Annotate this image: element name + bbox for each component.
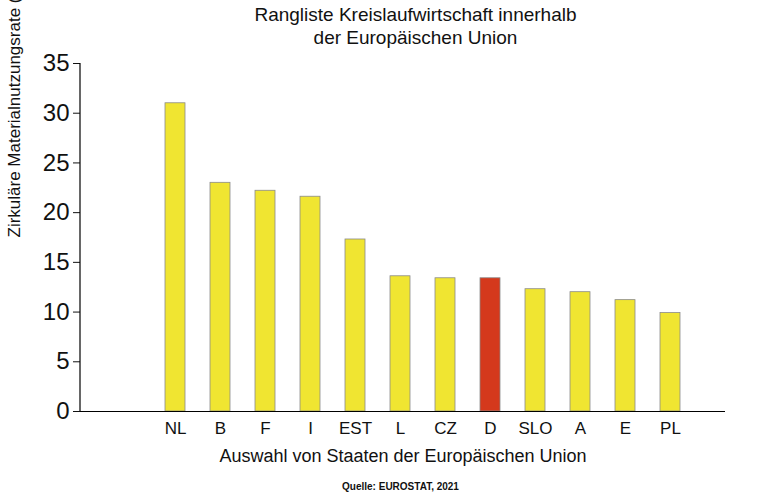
svg-text:A: A: [575, 419, 587, 438]
svg-text:25: 25: [43, 149, 70, 176]
svg-text:15: 15: [43, 248, 70, 275]
svg-text:20: 20: [43, 198, 70, 225]
svg-text:5: 5: [56, 347, 69, 374]
svg-text:B: B: [215, 419, 226, 438]
svg-text:D: D: [484, 419, 496, 438]
html-text:der Europäischen Union: der Europäischen Union: [313, 27, 518, 48]
svg-text:EST: EST: [339, 419, 372, 438]
svg-text:0: 0: [56, 397, 69, 424]
svg-text:Zirkuläre Materialnutzungsrate: Zirkuläre Materialnutzungsrate (Prozent): [5, 0, 24, 238]
svg-text:35: 35: [43, 49, 70, 76]
svg-text:L: L: [396, 419, 405, 438]
svg-text:NL: NL: [165, 419, 187, 438]
svg-text:E: E: [620, 419, 631, 438]
svg-text:SLO: SLO: [518, 419, 552, 438]
svg-text:I: I: [308, 419, 313, 438]
svg-text:PL: PL: [660, 419, 681, 438]
svg-text:10: 10: [43, 298, 70, 325]
html-text:Rangliste Kreislaufwirtschaft: Rangliste Kreislaufwirtschaft innerhalb: [254, 4, 577, 25]
svg-text:F: F: [260, 419, 270, 438]
svg-text:CZ: CZ: [434, 419, 457, 438]
svg-text:Auswahl von Staaten der Europä: Auswahl von Staaten der Europäischen Uni…: [219, 446, 586, 466]
html-text:Quelle: EUROSTAT, 2021: Quelle: EUROSTAT, 2021: [342, 481, 459, 492]
svg-text:30: 30: [43, 99, 70, 126]
